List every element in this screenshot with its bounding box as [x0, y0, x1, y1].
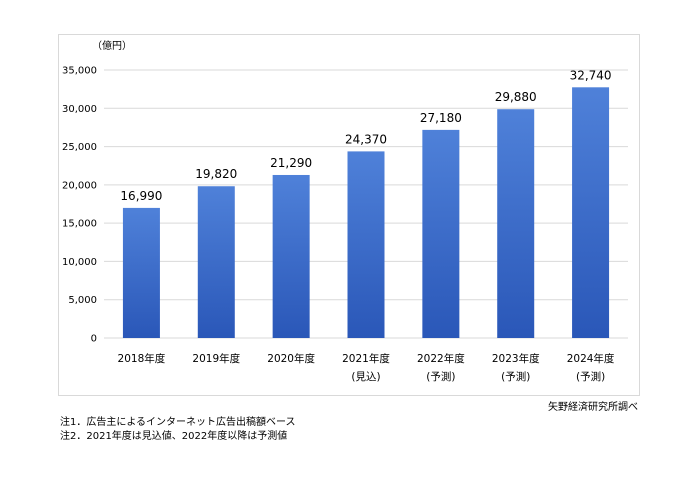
footnote-2: 注2．2021年度は見込値、2022年度以降は予測値 — [60, 431, 288, 442]
data-label: 29,880 — [495, 90, 537, 104]
y-tick-label: 25,000 — [62, 142, 97, 153]
x-axis-categories: 2018年度 2019年度 2020年度 2021年度 (見込) 2022年度 (予測) 20… — [118, 352, 615, 383]
bar — [422, 129, 460, 338]
y-tick-label: 20,000 — [62, 180, 97, 191]
x-category-label: 2024年度 — [567, 352, 615, 365]
data-label: 19,820 — [195, 167, 237, 181]
y-axis-ticks: 0 5,000 10,000 15,000 20,000 25,000 30,000 35,0… — [62, 66, 97, 345]
y-tick-label: 0 — [91, 334, 97, 345]
y-tick-label: 30,000 — [62, 104, 97, 115]
footnotes: 注1．広告主によるインターネット広告出稿額ベース 注2．2021年度は見込値、2… — [60, 416, 296, 444]
bar — [497, 109, 535, 338]
bar — [572, 87, 610, 338]
x-category-note: (予測) — [576, 370, 605, 383]
x-category-label: 2022年度 — [417, 352, 465, 365]
data-label: 32,740 — [570, 68, 612, 82]
data-label: 24,370 — [345, 132, 387, 146]
x-category-note: (予測) — [501, 370, 530, 383]
bar-chart: （億円） 0 5,000 10,000 15,000 20,000 25,000 30,00… — [62, 39, 628, 383]
source-note: 矢野経済研究所調べ — [548, 402, 638, 413]
y-tick-label: 10,000 — [62, 257, 97, 268]
bar — [122, 207, 160, 338]
bars — [122, 87, 610, 338]
x-category-note: (予測) — [426, 370, 455, 383]
data-label: 21,290 — [270, 156, 312, 170]
chart-frame — [58, 34, 640, 396]
x-category-note: (見込) — [351, 371, 380, 383]
x-category-label: 2018年度 — [118, 352, 166, 365]
bar — [347, 151, 385, 338]
x-category-label: 2023年度 — [492, 352, 540, 365]
footnote-1: 注1．広告主によるインターネット広告出稿額ベース — [60, 417, 296, 428]
x-category-label: 2021年度 — [342, 352, 390, 365]
y-axis-unit-label: （億円） — [92, 39, 132, 52]
data-label: 27,180 — [420, 111, 462, 125]
x-category-label: 2019年度 — [192, 352, 240, 365]
gridlines — [104, 69, 628, 339]
y-tick-label: 35,000 — [62, 66, 97, 77]
bar — [197, 186, 235, 338]
data-label: 16,990 — [120, 189, 162, 203]
x-category-label: 2020年度 — [267, 352, 315, 365]
bar — [272, 174, 310, 338]
data-labels: 16,990 19,820 21,290 24,370 27,180 29,880 32,7… — [120, 68, 611, 203]
y-tick-label: 5,000 — [68, 295, 97, 306]
y-tick-label: 15,000 — [62, 219, 97, 230]
